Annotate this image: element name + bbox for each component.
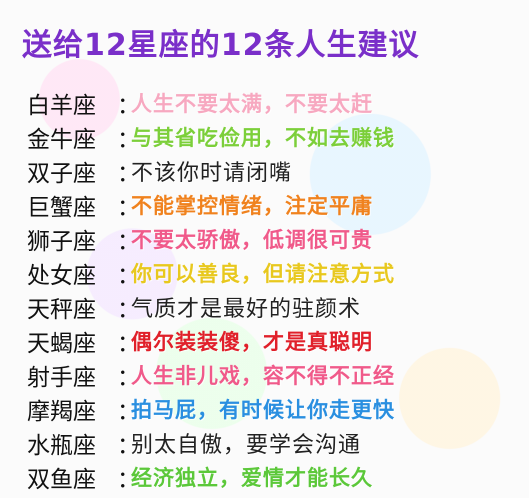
zodiac-sign: 处女座: [27, 263, 96, 289]
zodiac-sign: 射手座: [27, 365, 96, 391]
advice-text: 经济独立，爱情才能长久: [131, 466, 373, 490]
separator-colon: ：: [117, 399, 140, 425]
separator-colon: ：: [117, 467, 140, 493]
list-item: 射手座 ：人生非儿戏，容不得不正经: [27, 358, 522, 392]
advice-text: 拍马屁，有时候让你走更快: [131, 398, 395, 422]
zodiac-sign: 白羊座: [27, 93, 96, 119]
list-item: 巨蟹座 ：不能掌控情绪，注定平庸: [27, 188, 522, 222]
page-title: 送给12星座的12条人生建议: [22, 28, 420, 63]
advice-text: 不要太骄傲，低调很可贵: [131, 228, 373, 252]
separator-colon: ：: [117, 161, 140, 187]
list-item: 天秤座 ：气质才是最好的驻颜术: [27, 290, 522, 324]
separator-colon: ：: [117, 127, 140, 153]
advice-text: 别太自傲，要学会沟通: [131, 433, 362, 458]
separator-colon: ：: [117, 365, 140, 391]
zodiac-sign: 双鱼座: [27, 467, 96, 493]
zodiac-sign: 狮子座: [27, 229, 96, 255]
advice-text: 人生非儿戏，容不得不正经: [131, 364, 395, 388]
list-item: 金牛座 ：与其省吃俭用，不如去赚钱: [27, 120, 522, 154]
zodiac-sign: 巨蟹座: [27, 195, 96, 221]
zodiac-sign: 水瓶座: [27, 433, 96, 459]
advice-list: 白羊座：人生不要太满，不要太赶 金牛座：与其省吃俭用，不如去赚钱 双子座：不该你时请…: [27, 86, 522, 494]
list-item: 水瓶座 ：别太自傲，要学会沟通: [27, 426, 522, 460]
advice-text: 气质才是最好的驻颜术: [131, 297, 362, 322]
separator-colon: ：: [117, 93, 140, 119]
advice-text: 不能掌控情绪，注定平庸: [131, 194, 373, 218]
zodiac-sign: 双子座: [27, 161, 96, 187]
separator-colon: ：: [117, 195, 140, 221]
list-item: 处女座 ：你可以善良，但请注意方式: [27, 256, 522, 290]
list-item: 摩羯座 ：拍马屁，有时候让你走更快: [27, 392, 522, 426]
separator-colon: ：: [117, 297, 140, 323]
zodiac-sign: 金牛座: [27, 127, 96, 153]
list-item: 狮子座 ：不要太骄傲，低调很可贵: [27, 222, 522, 256]
advice-text: 你可以善良，但请注意方式: [131, 262, 395, 286]
separator-colon: ：: [117, 229, 140, 255]
separator-colon: ：: [117, 331, 140, 357]
advice-text: 偶尔装装傻，才是真聪明: [131, 330, 373, 354]
separator-colon: ：: [117, 433, 140, 459]
zodiac-sign: 摩羯座: [27, 399, 96, 425]
advice-text: 不该你时请闭嘴: [131, 161, 293, 186]
separator-colon: ：: [117, 263, 140, 289]
list-item: 双子座 ：不该你时请闭嘴: [27, 154, 522, 188]
list-item: 双鱼座 ：经济独立，爱情才能长久: [27, 460, 522, 494]
zodiac-sign: 天秤座: [27, 297, 96, 323]
list-item: 天蝎座 ：偶尔装装傻，才是真聪明: [27, 324, 522, 358]
advice-text: 人生不要太满，不要太赶: [131, 92, 373, 116]
advice-text: 与其省吃俭用，不如去赚钱: [131, 126, 395, 150]
zodiac-sign: 天蝎座: [27, 331, 96, 357]
list-item: 白羊座 ：人生不要太满，不要太赶: [27, 86, 522, 120]
